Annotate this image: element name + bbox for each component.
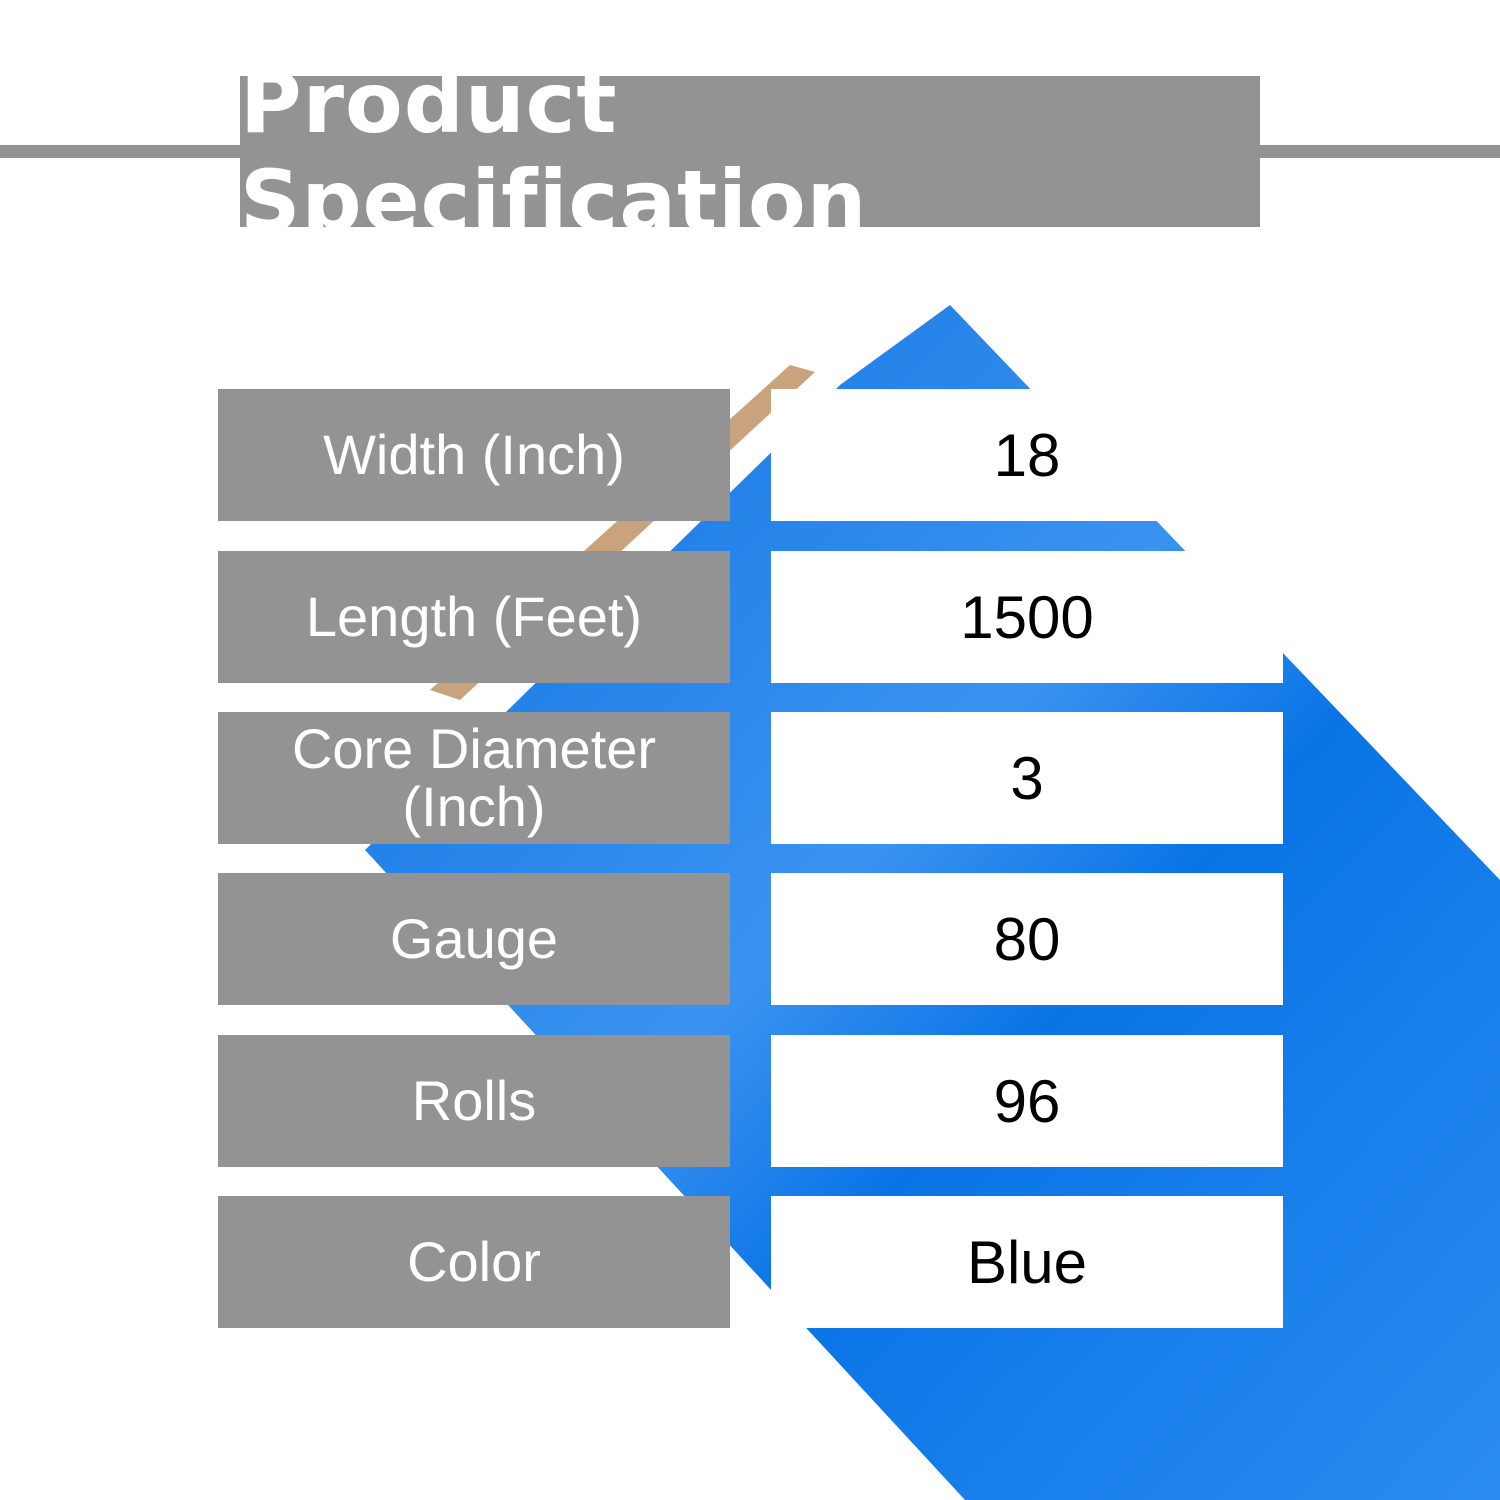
spec-row-width: Width (Inch) 18 (218, 389, 1283, 521)
spec-row-core-diameter: Core Diameter (Inch) 3 (218, 712, 1283, 844)
header-rule-left (0, 145, 240, 158)
spec-label: Width (Inch) (218, 389, 730, 521)
spec-label: Length (Feet) (218, 551, 730, 683)
spec-value: 18 (771, 389, 1283, 521)
spec-row-rolls: Rolls 96 (218, 1035, 1283, 1167)
header-banner: Product Specification (240, 54, 1260, 250)
spec-value: Blue (771, 1196, 1283, 1328)
spec-value: 96 (771, 1035, 1283, 1167)
spec-label: Rolls (218, 1035, 730, 1167)
header-rule-right (1260, 145, 1500, 158)
page-title: Product Specification (240, 53, 868, 250)
spec-value: 80 (771, 873, 1283, 1005)
spec-label: Gauge (218, 873, 730, 1005)
spec-label: Core Diameter (Inch) (218, 712, 730, 844)
spec-row-gauge: Gauge 80 (218, 873, 1283, 1005)
spec-label: Color (218, 1196, 730, 1328)
spec-row-length: Length (Feet) 1500 (218, 551, 1283, 683)
spec-row-color: Color Blue (218, 1196, 1283, 1328)
spec-value: 3 (771, 712, 1283, 844)
spec-value: 1500 (771, 551, 1283, 683)
